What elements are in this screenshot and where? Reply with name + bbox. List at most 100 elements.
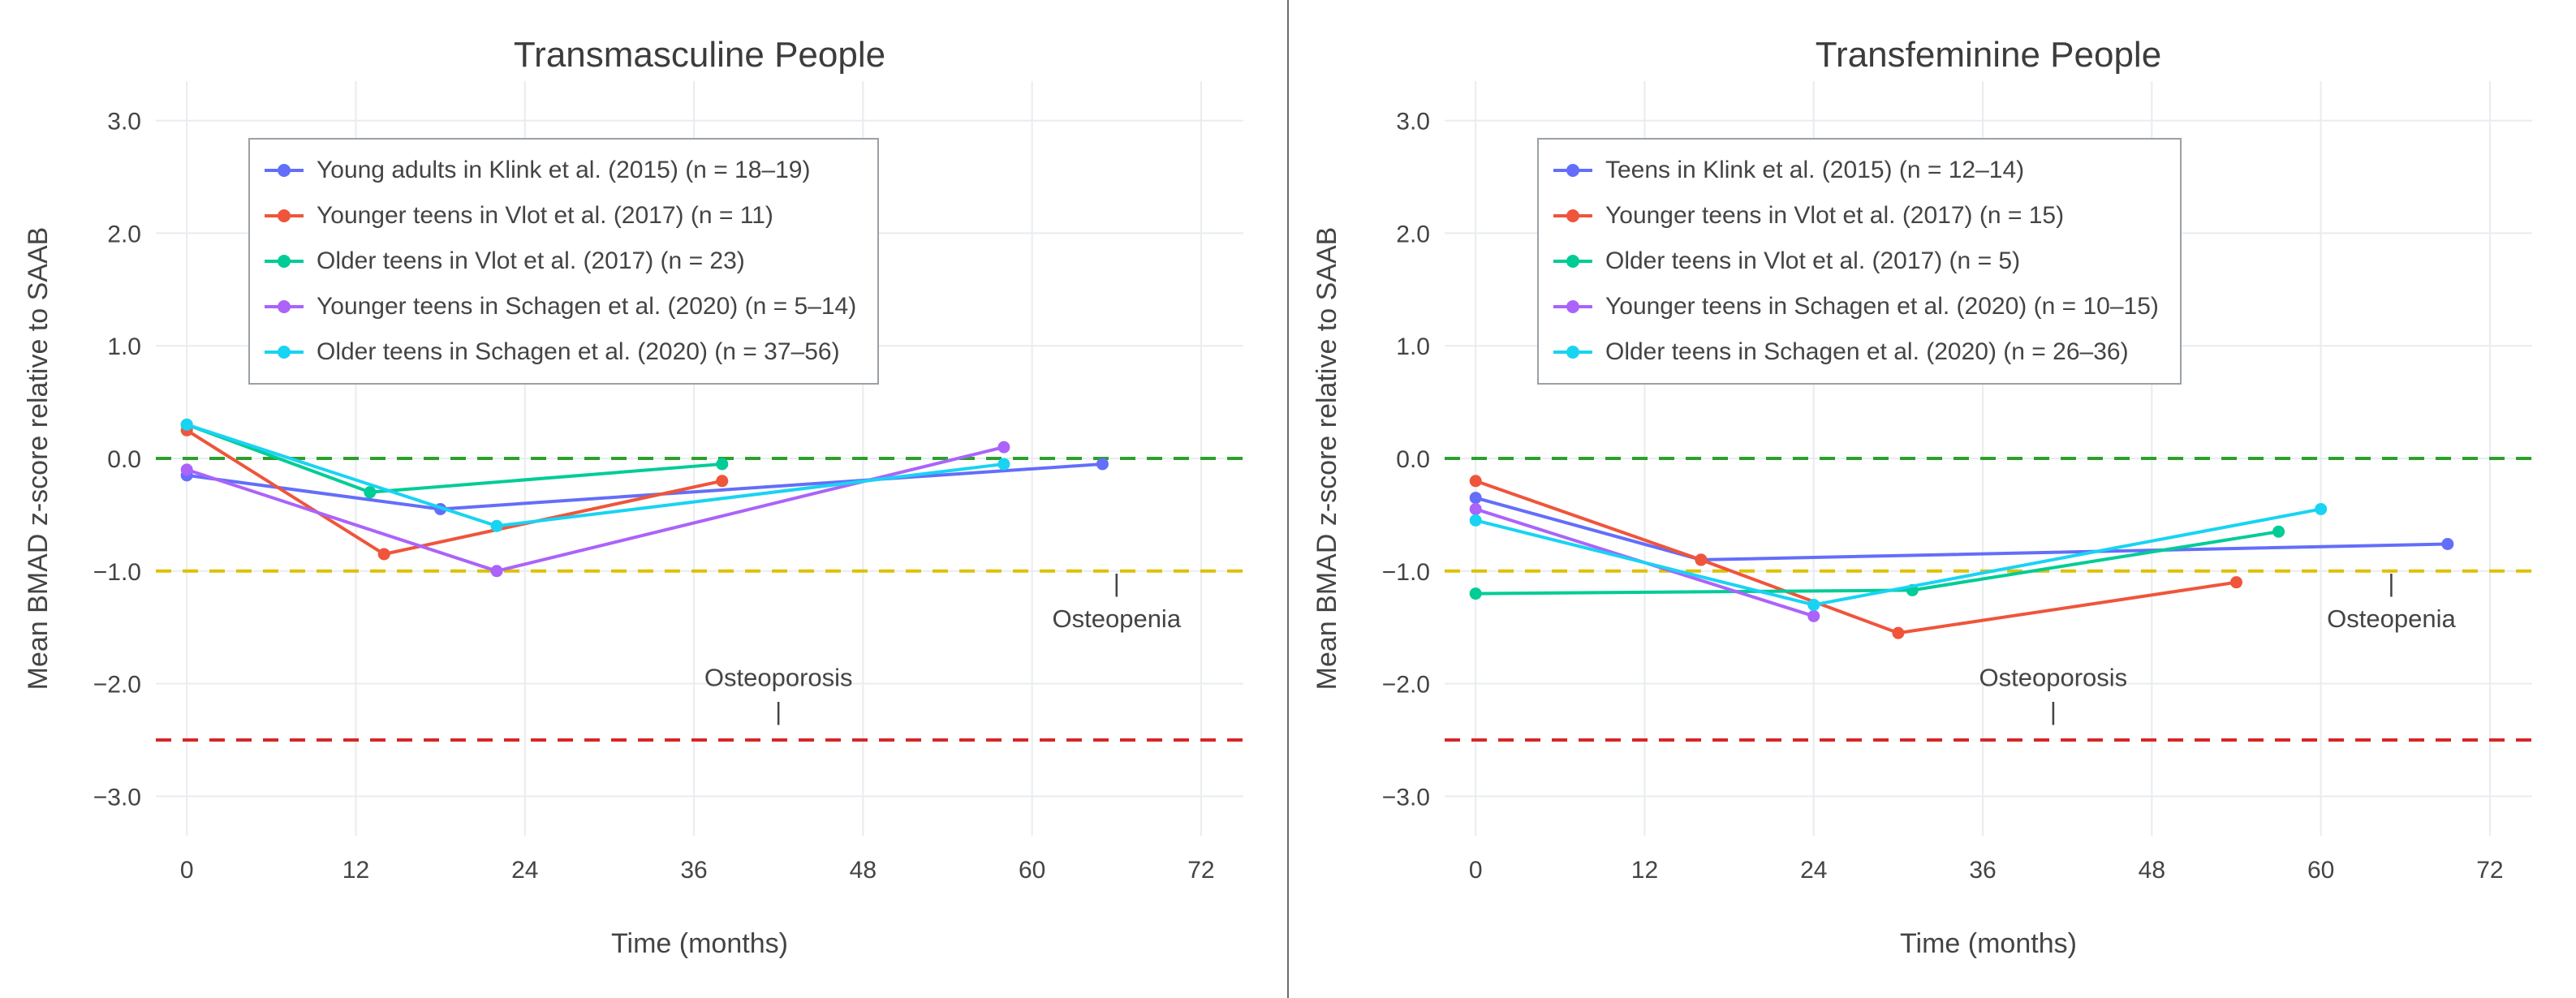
data-point-marker[interactable] [716, 458, 729, 471]
data-point-marker[interactable] [377, 548, 390, 561]
legend-line-marker-icon [1553, 299, 1592, 314]
series-line [1474, 479, 2238, 635]
y-tick-label: −2.0 [93, 672, 141, 699]
legend-item[interactable]: Older teens in Vlot et al. (2017) (n = 2… [265, 242, 856, 281]
annotation: | [1114, 569, 1120, 597]
annotation: | [2050, 697, 2057, 725]
x-tick-label: 72 [1187, 857, 1214, 884]
legend-marker-dot [278, 209, 291, 222]
legend-item[interactable]: Teens in Klink et al. (2015) (n = 12–14) [1553, 151, 2159, 190]
data-point-marker[interactable] [180, 418, 193, 431]
data-point-marker[interactable] [1469, 492, 1482, 505]
legend-marker-dot [1566, 346, 1579, 359]
legend-label: Younger teens in Vlot et al. (2017) (n =… [1605, 202, 2065, 229]
data-point-marker[interactable] [1469, 514, 1482, 527]
data-point-marker[interactable] [997, 441, 1010, 454]
y-tick-label: 3.0 [107, 109, 141, 136]
legend-line-marker-icon [1553, 209, 1592, 223]
x-tick-label: 60 [2307, 857, 2334, 884]
legend-label: Younger teens in Vlot et al. (2017) (n =… [317, 202, 773, 229]
x-tick-label: 72 [2476, 857, 2503, 884]
legend-item[interactable]: Younger teens in Vlot et al. (2017) (n =… [1553, 196, 2159, 235]
legend-label: Older teens in Schagen et al. (2020) (n … [317, 338, 840, 365]
legend-label: Younger teens in Schagen et al. (2020) (… [1605, 293, 2159, 320]
y-tick-label: 2.0 [1396, 221, 1430, 247]
transfeminine-chart: 0 12 24 36 48 60 72 3.0 2.0 1.0 0.0 −1.0 −2.0 −3.0 Ost… [1289, 0, 2576, 998]
chart-canvas: 0 12 24 36 48 60 72 3.0 2.0 1.0 0.0 −1.0 −2.0 −3.0 Ost… [1312, 35, 2532, 959]
panel-divider [1287, 0, 1289, 998]
data-point-marker[interactable] [1807, 609, 1820, 622]
x-tick-label: 24 [1800, 857, 1827, 884]
data-point-marker[interactable] [180, 463, 193, 476]
legend-marker-dot [1566, 300, 1579, 313]
y-tick-label: 3.0 [1396, 109, 1430, 136]
legend-item[interactable]: Older teens in Schagen et al. (2020) (n … [1553, 333, 2159, 372]
x-tick-label: 36 [1969, 857, 1996, 884]
legend-item[interactable]: Older teens in Vlot et al. (2017) (n = 5… [1553, 242, 2159, 281]
legend-label: Older teens in Vlot et al. (2017) (n = 5… [1605, 247, 2021, 274]
data-point-marker[interactable] [1096, 458, 1109, 471]
legend-marker-dot [1566, 255, 1579, 268]
legend-line-marker-icon [265, 209, 304, 223]
y-tick-label: −3.0 [93, 784, 141, 811]
y-axis-label: Mean BMAD z-score relative to SAAB [1312, 227, 1342, 690]
legend-marker-dot [1566, 209, 1579, 222]
series-line [1474, 496, 2449, 561]
legend: Teens in Klink et al. (2015) (n = 12–14)… [1537, 138, 2182, 385]
data-point-marker[interactable] [997, 458, 1010, 471]
y-tick-label: 2.0 [107, 221, 141, 247]
x-tick-label: 12 [1631, 857, 1658, 884]
legend-marker-dot [278, 346, 291, 359]
y-tick-label: 0.0 [1396, 446, 1430, 473]
legend-item[interactable]: Young adults in Klink et al. (2015) (n =… [265, 151, 856, 190]
legend-line-marker-icon [1553, 345, 1592, 359]
x-tick-label: 0 [1469, 857, 1483, 884]
data-point-marker[interactable] [2315, 502, 2328, 515]
y-tick-label: −1.0 [1382, 559, 1430, 586]
y-tick-label: 1.0 [107, 333, 141, 360]
legend-label: Younger teens in Schagen et al. (2020) (… [317, 293, 857, 320]
x-tick-label: 24 [511, 857, 538, 884]
legend-line-marker-icon [265, 345, 304, 359]
data-point-marker[interactable] [2229, 576, 2242, 589]
transmasculine-chart: 0 12 24 36 48 60 72 3.0 2.0 1.0 0.0 −1.0 −2.0 −3.0 Ost… [0, 0, 1287, 998]
data-point-marker[interactable] [1695, 553, 1708, 566]
legend-item[interactable]: Younger teens in Schagen et al. (2020) (… [1553, 287, 2159, 326]
legend: Young adults in Klink et al. (2015) (n =… [248, 138, 880, 385]
chart-title: Transfeminine People [1816, 35, 2161, 75]
y-tick-label: −2.0 [1382, 672, 1430, 699]
chart-canvas: 0 12 24 36 48 60 72 3.0 2.0 1.0 0.0 −1.0 −2.0 −3.0 Ost… [23, 35, 1243, 959]
data-point-marker[interactable] [1892, 626, 1905, 639]
x-tick-label: 48 [850, 857, 877, 884]
legend-line-marker-icon [1553, 254, 1592, 269]
data-point-marker[interactable] [1469, 587, 1482, 600]
legend-item[interactable]: Younger teens in Vlot et al. (2017) (n =… [265, 196, 856, 235]
legend-line-marker-icon [1553, 163, 1592, 178]
data-point-marker[interactable] [1469, 502, 1482, 515]
data-point-marker[interactable] [1807, 598, 1820, 611]
data-point-marker[interactable] [716, 475, 729, 488]
x-tick-label: 0 [180, 857, 194, 884]
data-point-marker[interactable] [1469, 475, 1482, 488]
legend-label: Young adults in Klink et al. (2015) (n =… [317, 157, 811, 183]
chart-title: Transmasculine People [514, 35, 885, 75]
x-axis-label: Time (months) [1900, 928, 2077, 959]
legend-item[interactable]: Older teens in Schagen et al. (2020) (n … [265, 333, 856, 372]
y-tick-label: −1.0 [93, 559, 141, 586]
legend-label: Older teens in Schagen et al. (2020) (n … [1605, 338, 2129, 365]
legend-line-marker-icon [265, 254, 304, 269]
y-tick-label: 0.0 [107, 446, 141, 473]
data-point-marker[interactable] [490, 565, 503, 578]
data-point-marker[interactable] [490, 519, 503, 532]
x-tick-label: 48 [2139, 857, 2165, 884]
data-point-marker[interactable] [2272, 525, 2285, 538]
data-point-marker[interactable] [364, 486, 377, 499]
data-point-marker[interactable] [2441, 537, 2454, 550]
legend-label: Teens in Klink et al. (2015) (n = 12–14) [1605, 157, 2025, 183]
y-tick-label: −3.0 [1382, 784, 1430, 811]
legend-line-marker-icon [265, 299, 304, 314]
annotation: Osteopenia [2327, 604, 2456, 633]
annotation: Osteopenia [1053, 604, 1182, 633]
legend-item[interactable]: Younger teens in Schagen et al. (2020) (… [265, 287, 856, 326]
